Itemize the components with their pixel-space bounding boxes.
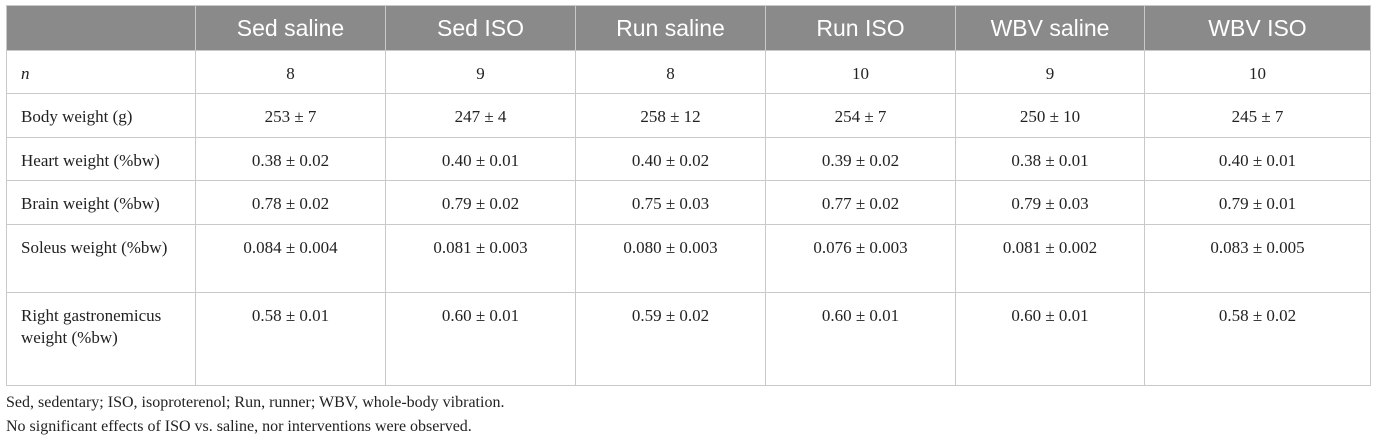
table-cell: 0.75 ± 0.03 (575, 180, 766, 225)
table-cell: 0.79 ± 0.01 (1144, 180, 1371, 225)
table-cell: 10 (1144, 50, 1371, 94)
table-cell: 0.40 ± 0.01 (385, 137, 576, 181)
table-cell: 0.40 ± 0.01 (1144, 137, 1371, 181)
table-cell: 0.076 ± 0.003 (765, 224, 956, 293)
table-cell: 250 ± 10 (955, 93, 1145, 138)
table-cell: 0.60 ± 0.01 (765, 292, 956, 386)
table-row-n: n 8 9 8 10 9 10 (6, 50, 1371, 94)
table-cell: 0.40 ± 0.02 (575, 137, 766, 181)
header-sed-saline: Sed saline (195, 5, 386, 51)
header-corner-cell (6, 5, 196, 51)
row-label: Right gastronemicus weight (%bw) (6, 292, 196, 386)
header-row: Sed saline Sed ISO Run saline Run ISO WB… (6, 5, 1371, 51)
table-cell: 0.38 ± 0.01 (955, 137, 1145, 181)
table-cell: 0.58 ± 0.02 (1144, 292, 1371, 386)
table-cell: 0.60 ± 0.01 (955, 292, 1145, 386)
table-cell: 0.39 ± 0.02 (765, 137, 956, 181)
row-label: Heart weight (%bw) (6, 137, 196, 181)
table-cell: 10 (765, 50, 956, 94)
table-cell: 9 (385, 50, 576, 94)
table-cell: 0.77 ± 0.02 (765, 180, 956, 225)
footnote-abbreviations: Sed, sedentary; ISO, isoproterenol; Run,… (6, 394, 505, 411)
table-cell: 8 (575, 50, 766, 94)
table-cell: 8 (195, 50, 386, 94)
table-cell: 0.083 ± 0.005 (1144, 224, 1371, 293)
header-sed-iso: Sed ISO (385, 5, 576, 51)
table-row-brain-weight: Brain weight (%bw) 0.78 ± 0.02 0.79 ± 0.… (6, 180, 1371, 225)
row-label: n (6, 50, 196, 94)
row-label: Brain weight (%bw) (6, 180, 196, 225)
header-run-saline: Run saline (575, 5, 766, 51)
table-cell: 0.79 ± 0.03 (955, 180, 1145, 225)
table-footnotes: Sed, sedentary; ISO, isoproterenol; Run,… (6, 391, 504, 439)
table-cell: 247 ± 4 (385, 93, 576, 138)
table-cell: 0.60 ± 0.01 (385, 292, 576, 386)
table-cell: 0.081 ± 0.002 (955, 224, 1145, 293)
table-cell: 0.084 ± 0.004 (195, 224, 386, 293)
table-row-gastrocnemius-weight: Right gastronemicus weight (%bw) 0.58 ± … (6, 292, 1371, 386)
table-cell: 258 ± 12 (575, 93, 766, 138)
table-cell: 245 ± 7 (1144, 93, 1371, 138)
table-row-body-weight: Body weight (g) 253 ± 7 247 ± 4 258 ± 12… (6, 93, 1371, 138)
header-run-iso: Run ISO (765, 5, 956, 51)
table-cell: 9 (955, 50, 1145, 94)
table-cell: 0.79 ± 0.02 (385, 180, 576, 225)
table-cell: 0.59 ± 0.02 (575, 292, 766, 386)
table-cell: 0.38 ± 0.02 (195, 137, 386, 181)
table-row-heart-weight: Heart weight (%bw) 0.38 ± 0.02 0.40 ± 0.… (6, 137, 1371, 181)
table-row-soleus-weight: Soleus weight (%bw) 0.084 ± 0.004 0.081 … (6, 224, 1371, 293)
table-cell: 254 ± 7 (765, 93, 956, 138)
header-wbv-saline: WBV saline (955, 5, 1145, 51)
table-cell: 0.78 ± 0.02 (195, 180, 386, 225)
footnote-significance: No significant effects of ISO vs. saline… (6, 418, 472, 435)
row-label: Body weight (g) (6, 93, 196, 138)
row-label: Soleus weight (%bw) (6, 224, 196, 293)
table-cell: 0.58 ± 0.01 (195, 292, 386, 386)
table-cell: 0.080 ± 0.003 (575, 224, 766, 293)
data-table: Sed saline Sed ISO Run saline Run ISO WB… (6, 5, 1371, 386)
table-cell: 253 ± 7 (195, 93, 386, 138)
table-cell: 0.081 ± 0.003 (385, 224, 576, 293)
header-wbv-iso: WBV ISO (1144, 5, 1371, 51)
